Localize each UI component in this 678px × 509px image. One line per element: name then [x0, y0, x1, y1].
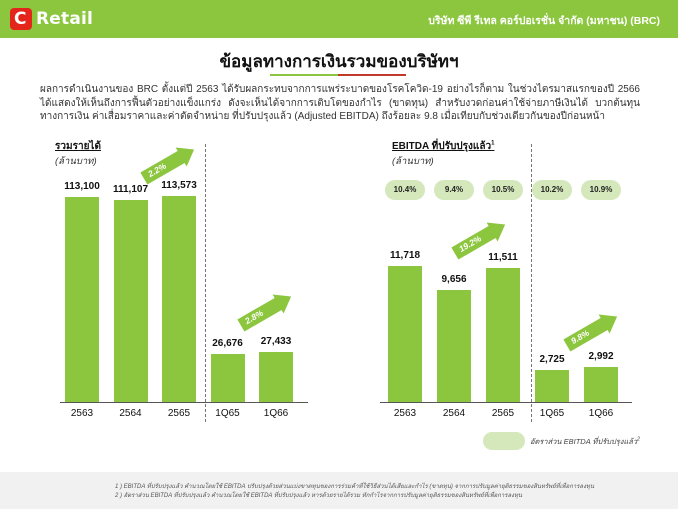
x-tick-label: 2565: [167, 408, 191, 419]
legend-swatch: [483, 432, 525, 450]
value-label: 11,511: [488, 252, 518, 264]
bar-1Q65: [535, 370, 569, 402]
bar-1Q66: [584, 367, 618, 402]
page-title: ข้อมูลทางการเงินรวมของบริษัทฯ: [219, 52, 459, 71]
value-label: 2,725: [539, 354, 565, 366]
value-label: 26,676: [212, 337, 243, 349]
value-label: 11,718: [389, 250, 421, 261]
margin-pill: 10.2%: [532, 180, 572, 200]
bar-1Q65: [210, 353, 245, 402]
x-tick-label: 2564: [442, 408, 466, 419]
ebitda-chart-divider: [531, 144, 532, 422]
value-label: 27,433: [260, 336, 292, 348]
x-tick-label: 1Q65: [539, 408, 565, 419]
x-tick-label: 2563: [70, 408, 94, 419]
legend-label: อัตราส่วน EBITDA ที่ปรับปรุงแล้ว2: [530, 436, 640, 447]
bar-2564: [113, 200, 148, 402]
ebitda-chart-heading: EBITDA ที่ปรับปรุงแล้ว1 (ล้านบาท): [392, 139, 494, 169]
value-label: 2,992: [588, 351, 614, 363]
logo-text: Retail: [36, 9, 94, 29]
footnote-1: 1 ) EBITDA ที่ปรับปรุงแล้ว คำนวณโดยใช้ E…: [115, 484, 595, 490]
retail-logo: C Retail: [10, 7, 93, 31]
revenue-chart-unit: (ล้านบาท): [55, 156, 97, 167]
bar-2565: [162, 196, 196, 402]
margin-pill: 9.4%: [434, 180, 474, 200]
revenue-chart-title: รวมรายได้: [55, 141, 101, 152]
ebitda-chart-title: EBITDA ที่ปรับปรุงแล้ว1: [392, 140, 495, 152]
company-name: บริษัท ซีพี รีเทล คอร์ปอเรชั่น จำกัด (มห…: [428, 15, 660, 27]
value-label: 113,573: [161, 180, 197, 191]
footer: 1 ) EBITDA ที่ปรับปรุงแล้ว คำนวณโดยใช้ E…: [0, 472, 678, 509]
value-label: 9,656: [441, 273, 467, 285]
footnote-2: 2 ) อัตราส่วน EBITDA ที่ปรับปรุงแล้ว คำน…: [115, 493, 523, 499]
bar-2563: [388, 266, 422, 402]
revenue-chart-divider: [205, 144, 206, 422]
header-bar: C Retail บริษัท ซีพี รีเทล คอร์ปอเรชั่น …: [0, 0, 678, 38]
x-tick-label: 2565: [491, 408, 515, 419]
bar-2563: [65, 196, 99, 402]
value-label: 111,107: [112, 184, 149, 196]
margin-pill: 10.4%: [385, 180, 425, 200]
x-tick-label: 1Q66: [588, 408, 614, 419]
revenue-growth-arrow-quarter: 2.8%: [235, 286, 297, 335]
revenue-chart-baseline: [60, 402, 308, 403]
ebitda-growth-arrow-quarter: 9.8%: [561, 306, 623, 355]
bar-2565: [486, 268, 520, 402]
bar-1Q66: [259, 352, 293, 402]
ebitda-chart-baseline: [380, 402, 632, 403]
intro-paragraph: ผลการดำเนินงานของ BRC ตั้งแต่ปี 2563 ได้…: [40, 84, 640, 122]
margin-pill: 10.9%: [581, 180, 621, 200]
ebitda-chart-unit: (ล้านบาท): [392, 156, 434, 167]
bar-2564: [437, 289, 471, 402]
margin-pill: 10.5%: [483, 180, 523, 200]
x-tick-label: 1Q66: [263, 408, 289, 419]
x-tick-label: 2563: [393, 408, 417, 419]
title-underline: [270, 74, 406, 76]
revenue-chart-heading: รวมรายได้ (ล้านบาท): [55, 139, 101, 169]
value-label: 113,100: [64, 180, 100, 192]
x-tick-label: 2564: [119, 408, 142, 419]
x-tick-label: 1Q65: [215, 408, 240, 419]
logo-mark-icon: C: [10, 8, 32, 30]
